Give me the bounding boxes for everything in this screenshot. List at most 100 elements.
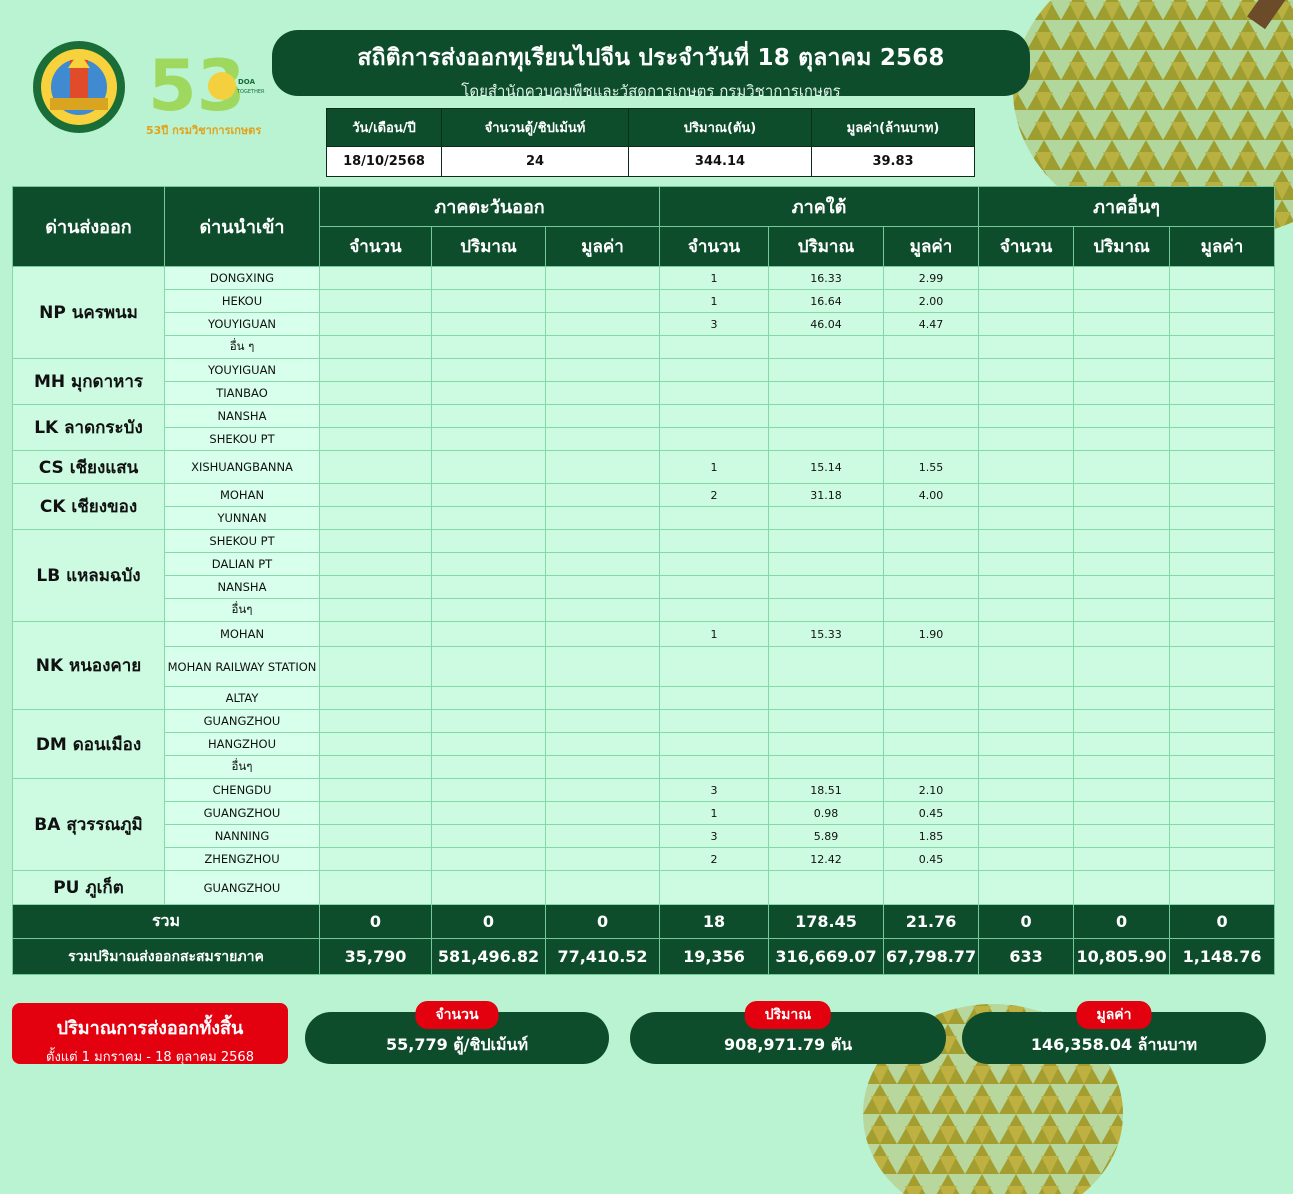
data-cell: [431, 755, 546, 779]
data-cell: [1169, 381, 1276, 405]
export-port-name: BA สุวรรณภูมิ: [12, 778, 165, 871]
data-cell: [883, 427, 980, 451]
data-cell: [544, 732, 661, 756]
header-region-east: ภาคตะวันออก: [318, 186, 661, 227]
data-cell: [659, 358, 770, 382]
data-cell: [319, 483, 432, 507]
data-cell: [659, 709, 770, 733]
data-cell: [319, 552, 432, 576]
data-cell: [1169, 686, 1276, 710]
data-cell: [544, 870, 661, 905]
data-cell: [319, 646, 432, 687]
data-cell: [768, 335, 885, 359]
data-cell: [883, 755, 980, 779]
total-cell: 0: [1169, 904, 1276, 939]
data-cell: [1073, 427, 1171, 451]
data-cell: [319, 621, 432, 647]
data-cell: [978, 847, 1075, 871]
data-cell: [319, 506, 432, 530]
data-cell: [883, 686, 980, 710]
data-cell: [883, 335, 980, 359]
export-port-name: LK ลาดกระบัง: [12, 404, 165, 451]
data-cell: [883, 709, 980, 733]
import-port-name: MOHAN: [164, 483, 320, 507]
data-cell: [1073, 552, 1171, 576]
data-cell: [431, 289, 546, 313]
data-cell: 3: [659, 824, 770, 848]
header-sub-quantity: ปริมาณ: [768, 226, 885, 267]
daily-summary-table: วัน/เดือน/ปี จำนวนตู้/ชิปเม้นท์ ปริมาณ(ต…: [326, 108, 975, 177]
data-cell: [431, 575, 546, 599]
data-cell: [1169, 621, 1276, 647]
data-cell: [978, 335, 1075, 359]
export-port-name: CS เชียงแสน: [12, 450, 165, 484]
data-cell: [431, 450, 546, 484]
data-cell: 1: [659, 450, 770, 484]
data-cell: [883, 552, 980, 576]
data-cell: [544, 824, 661, 848]
data-cell: [659, 686, 770, 710]
data-cell: [1169, 709, 1276, 733]
page-subtitle: โดยสำนักควบคุมพืชและวัสดุการเกษตร กรมวิช…: [461, 82, 841, 100]
svg-text:53ปี กรมวิชาการเกษตร: 53ปี กรมวิชาการเกษตร: [146, 124, 261, 137]
data-cell: [1073, 404, 1171, 428]
data-cell: [431, 847, 546, 871]
data-cell: [544, 778, 661, 802]
cumulative-row: รวมปริมาณส่งออกสะสมรายภาค 35,790 581,496.8…: [12, 938, 1276, 975]
data-cell: [883, 381, 980, 405]
data-cell: [1073, 506, 1171, 530]
data-cell: [768, 598, 885, 622]
table-row: SHEKOU PT: [13, 427, 1276, 451]
data-cell: [659, 381, 770, 405]
table-row: NANNING 3 5.89 1.85: [13, 824, 1276, 848]
data-cell: [319, 427, 432, 451]
import-port-name: SHEKOU PT: [164, 427, 320, 451]
summary-header-count: จำนวนตู้/ชิปเม้นท์: [441, 108, 629, 147]
data-cell: 18.51: [768, 778, 885, 802]
data-cell: 5.89: [768, 824, 885, 848]
data-cell: [883, 506, 980, 530]
data-cell: 16.64: [768, 289, 885, 313]
export-port-name: MH มุกดาหาร: [12, 358, 165, 405]
table-row: NANSHA: [13, 575, 1276, 599]
total-quantity-value: 908,971.79 ตัน: [723, 1035, 853, 1054]
data-cell: [544, 506, 661, 530]
import-port-name: YOUYIGUAN: [164, 358, 320, 382]
table-row: DALIAN PT: [13, 552, 1276, 576]
data-cell: [544, 801, 661, 825]
data-cell: 1.85: [883, 824, 980, 848]
total-row: รวม 0 0 0 18 178.45 21.76 0 0 0: [12, 904, 1276, 939]
data-cell: [978, 427, 1075, 451]
header-sub-count: จำนวน: [659, 226, 770, 267]
data-cell: [544, 335, 661, 359]
data-cell: 1.90: [883, 621, 980, 647]
data-cell: [1169, 483, 1276, 507]
data-cell: [1169, 404, 1276, 428]
data-cell: [978, 646, 1075, 687]
data-cell: [768, 575, 885, 599]
total-cell: 0: [978, 904, 1075, 939]
import-port-name: DONGXING: [164, 266, 320, 290]
import-port-name: GUANGZHOU: [164, 801, 320, 825]
data-cell: [768, 732, 885, 756]
data-cell: [431, 598, 546, 622]
data-cell: [544, 598, 661, 622]
data-cell: [319, 801, 432, 825]
table-row: อื่นๆ: [13, 598, 1276, 622]
total-quantity-tag: ปริมาณ: [744, 1001, 832, 1029]
data-cell: [431, 266, 546, 290]
data-cell: [1073, 266, 1171, 290]
import-port-name: ZHENGZHOU: [164, 847, 320, 871]
data-cell: [768, 870, 885, 905]
data-cell: [978, 450, 1075, 484]
data-cell: [883, 404, 980, 428]
data-cell: [883, 870, 980, 905]
data-cell: [319, 529, 432, 553]
data-cell: [1169, 870, 1276, 905]
data-cell: [1169, 755, 1276, 779]
data-cell: 2: [659, 847, 770, 871]
table-row: MH มุกดาหาร YOUYIGUAN: [12, 358, 1276, 405]
cumulative-cell: 35,790: [319, 938, 432, 975]
data-cell: [431, 621, 546, 647]
import-port-name: TIANBAO: [164, 381, 320, 405]
